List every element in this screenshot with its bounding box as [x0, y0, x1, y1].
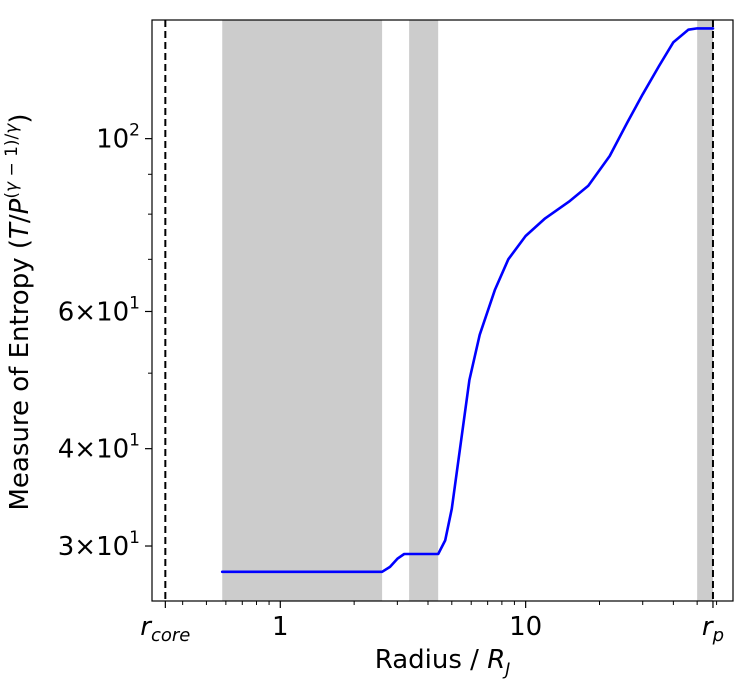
y-tick-label: 4×101	[58, 431, 140, 465]
shaded-region-2	[409, 20, 439, 601]
entropy-series-line	[220, 27, 715, 574]
x-tick-label: rcore	[140, 612, 190, 646]
x-axis-ticks: rcore 1 10 rp	[140, 601, 724, 646]
plot-frame	[151, 19, 734, 602]
y-tick-label: 102	[96, 121, 140, 155]
y-tick-label: 6×101	[58, 293, 140, 327]
x-tick-label: 1	[272, 612, 289, 642]
shaded-region-3	[697, 20, 713, 601]
x-tick-label: rp	[702, 612, 724, 646]
shaded-region-1	[222, 20, 383, 601]
y-axis-ticks: 3×101 4×101 6×101 102	[58, 121, 152, 562]
reference-lines	[164, 20, 714, 601]
shaded-regions	[222, 20, 713, 601]
x-tick-label: 10	[509, 612, 542, 642]
y-axis-label: Measure of Entropy (T/P(γ − 1)/γ)	[2, 113, 35, 510]
y-tick-label: 3×101	[58, 528, 140, 562]
series-layer	[220, 27, 715, 574]
x-axis-label: Radius / RJ	[375, 645, 511, 680]
